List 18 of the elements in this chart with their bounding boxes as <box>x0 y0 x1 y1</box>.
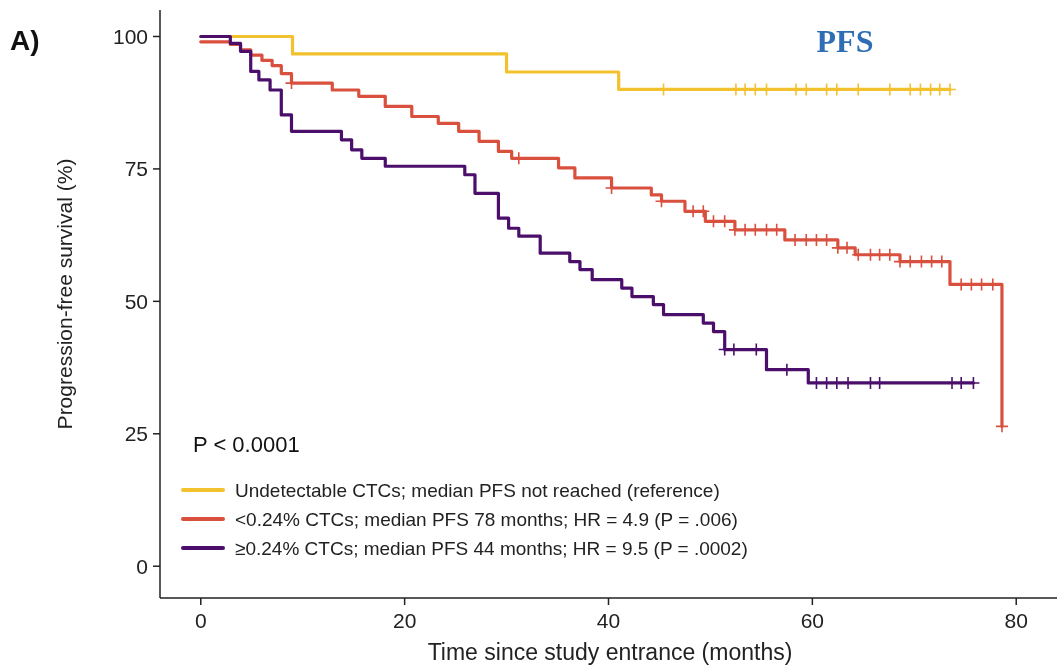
y-axis-title: Progression-free survival (%) <box>53 158 76 430</box>
x-tick-label: 20 <box>392 609 417 632</box>
chart-title: PFS <box>816 23 874 59</box>
legend-label: <0.24% CTCs; median PFS 78 months; HR = 4.9 (P = .006) <box>235 508 738 530</box>
legend-label: ≥0.24% CTCs; median PFS 44 months; HR = 9.5 (P = .0002) <box>235 537 748 559</box>
x-tick-label: 80 <box>1004 609 1028 632</box>
y-tick-label: 75 <box>124 157 148 181</box>
x-tick-label: 60 <box>800 609 825 632</box>
y-tick-label: 100 <box>112 24 148 48</box>
legend-label: Undetectable CTCs; median PFS not reached (reference) <box>235 479 720 501</box>
x-tick-label: 40 <box>596 609 621 632</box>
y-tick-label: 50 <box>124 289 148 313</box>
x-axis-title: Time since study entrance (months) <box>427 639 793 665</box>
annotation: P < 0.0001 <box>193 432 300 457</box>
y-tick-label: 25 <box>124 422 148 446</box>
text: A) <box>10 25 40 56</box>
y-tick-label: 0 <box>136 554 148 578</box>
x-tick-label: 0 <box>194 609 207 632</box>
